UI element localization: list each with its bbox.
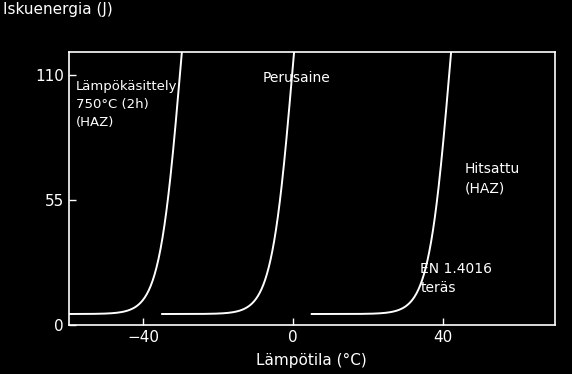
Text: Hitsattu
(HAZ): Hitsattu (HAZ)	[465, 162, 521, 195]
Text: Perusaine: Perusaine	[263, 71, 331, 85]
X-axis label: Lämpötila (°C): Lämpötila (°C)	[256, 353, 367, 368]
Text: EN 1.4016
teräs: EN 1.4016 teräs	[420, 262, 492, 295]
Text: Lämpökäsittely
750°C (2h)
(HAZ): Lämpökäsittely 750°C (2h) (HAZ)	[76, 80, 178, 129]
Text: Iskuenergia (J): Iskuenergia (J)	[3, 2, 113, 17]
